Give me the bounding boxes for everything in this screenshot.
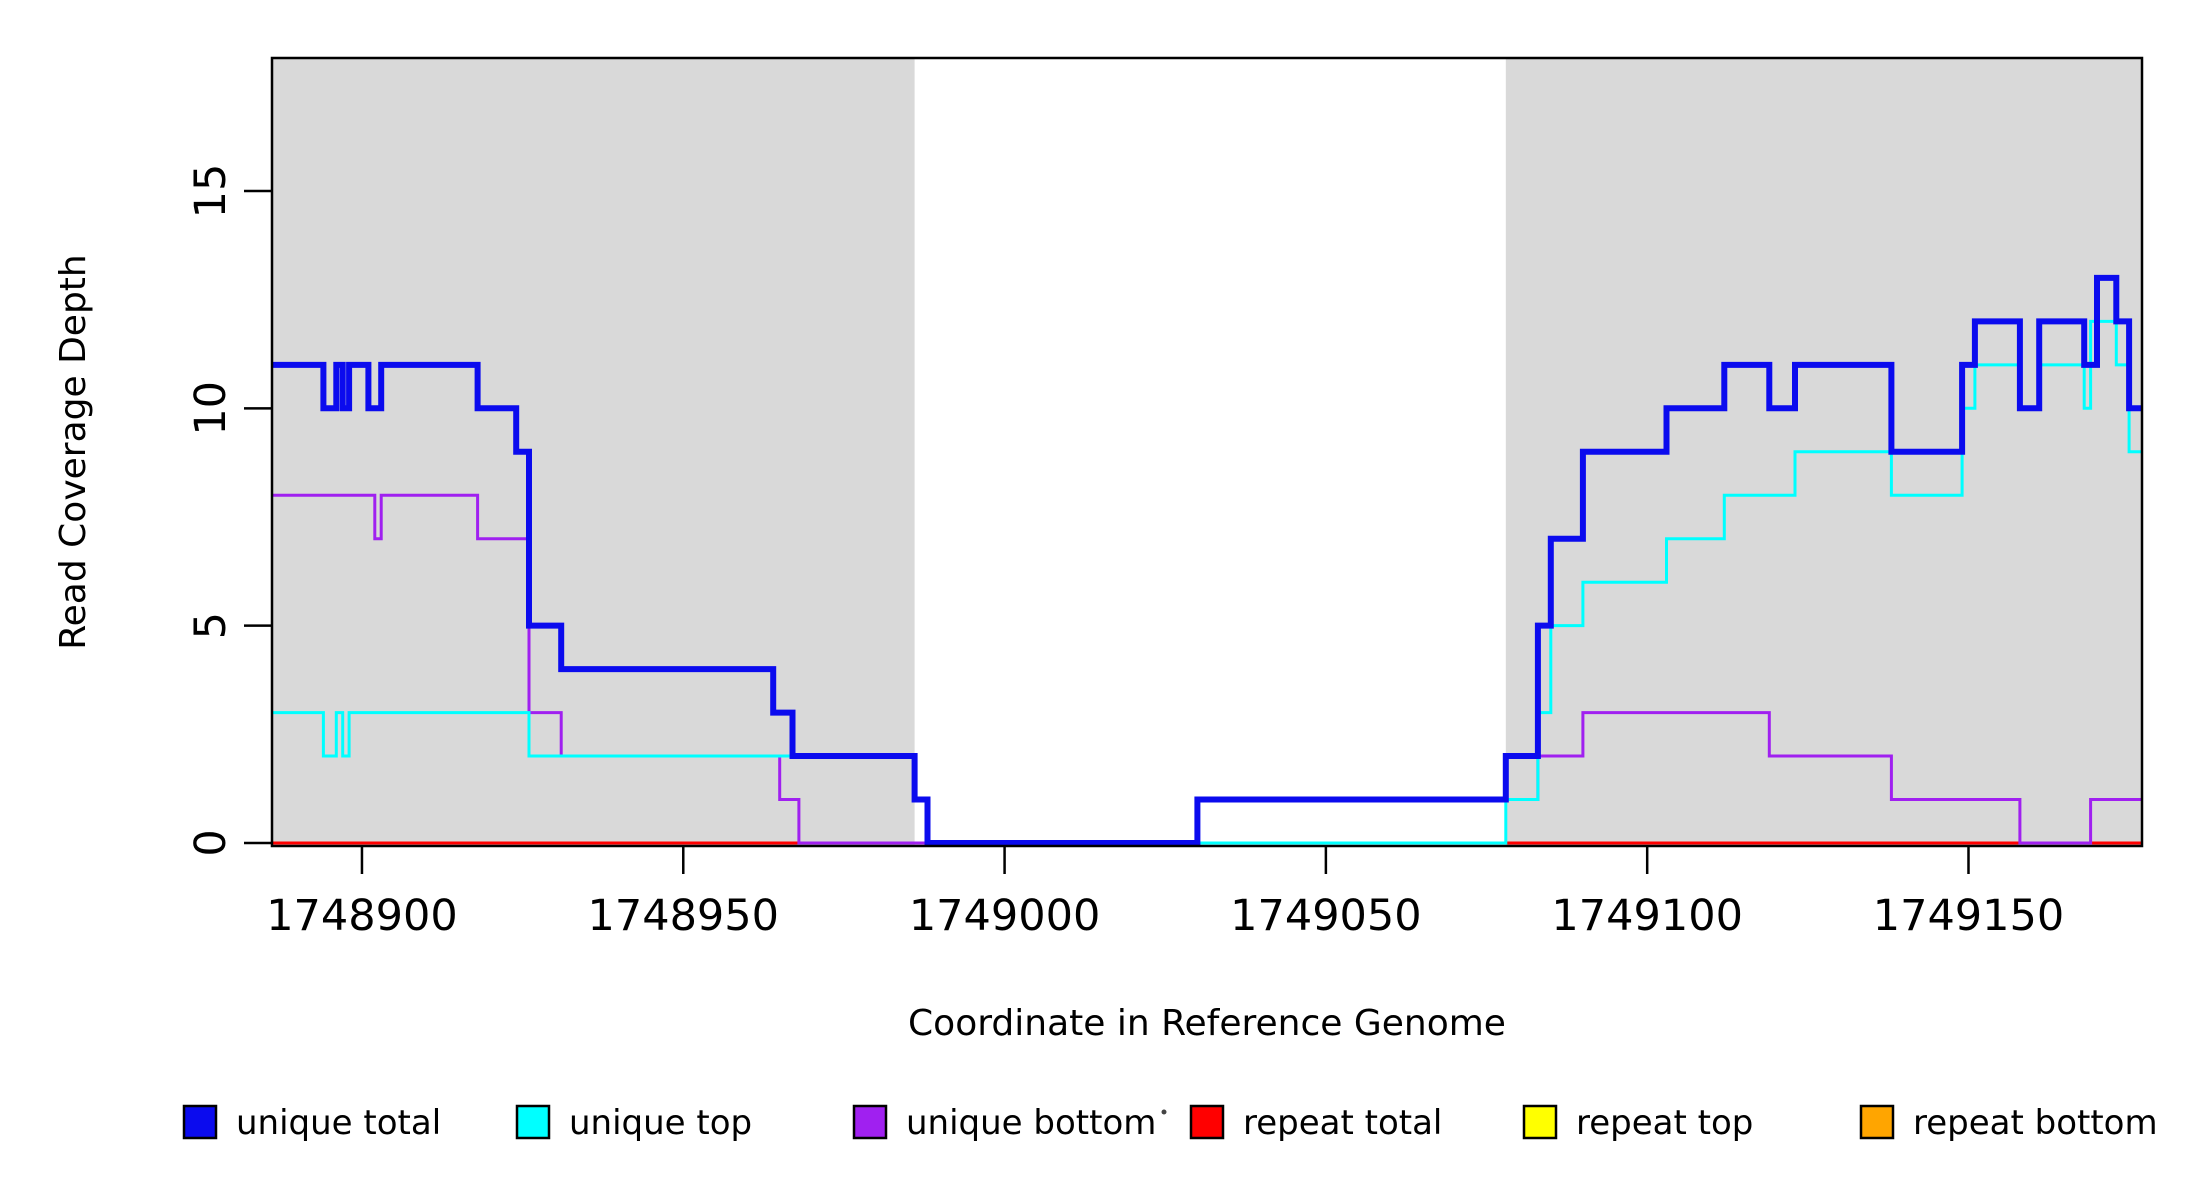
legend-swatch-repeat-top [1522,1104,1558,1140]
legend: unique total unique top unique bottom repea… [182,1103,2158,1143]
x-axis-title: Coordinate in Reference Genome [908,1003,1506,1044]
x-tick-label: 1749000 [909,891,1101,941]
legend-label-unique-bottom: unique bottom [906,1103,1156,1143]
legend-label-unique-total: unique total [236,1103,441,1143]
legend-swatch-unique-bottom [852,1104,888,1140]
series-lines [272,274,2142,846]
x-tick-label: 1749100 [1551,891,1743,941]
legend-label-unique-top: unique top [569,1103,752,1143]
legend-label-repeat-top: repeat top [1576,1103,1753,1143]
axis-ticks [244,189,1970,874]
legend-swatch-unique-top [515,1104,551,1140]
x-tick-label: 1749150 [1873,891,2065,941]
y-tick-label: 0 [186,829,236,856]
axis-tick-labels: 1748900 1748950 1749000 1749050 1749100 17491… [186,164,2064,941]
legend-label-repeat-bottom: repeat bottom [1913,1103,2158,1143]
stray-mark [1161,1109,1167,1115]
x-tick-label: 1749050 [1230,891,1422,941]
legend-swatch-unique-total [182,1104,218,1140]
y-axis-title: Read Coverage Depth [53,254,94,649]
y-tick-label: 15 [186,164,236,219]
legend-label-repeat-total: repeat total [1243,1103,1442,1143]
legend-swatch-repeat-total [1189,1104,1225,1140]
shaded-region-left-unique-region [272,58,915,846]
x-tick-label: 1748950 [588,891,780,941]
plot-border [270,56,2144,848]
series-line-unique-top [272,319,2142,845]
y-tick-label: 5 [186,612,236,639]
series-line-unique-total [272,274,2142,846]
legend-swatch-repeat-bottom [1859,1104,1895,1140]
y-tick-label: 10 [186,381,236,436]
x-tick-label: 1748900 [266,891,458,941]
